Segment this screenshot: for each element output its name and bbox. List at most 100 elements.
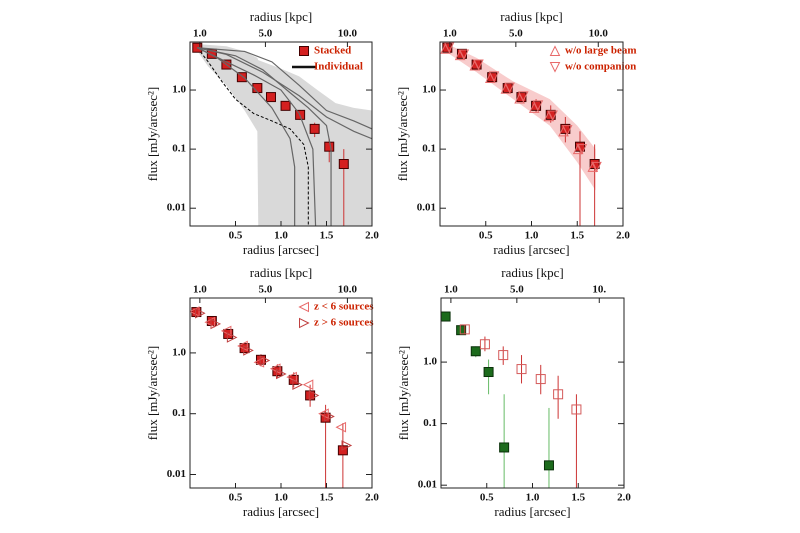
- y-tick-label: 0.1: [172, 407, 186, 419]
- x-tick-label: 1.0: [526, 492, 540, 504]
- x-tick-label: 1.0: [274, 492, 288, 504]
- x-tick-label: 1.0: [274, 230, 288, 242]
- individual-line: [197, 47, 332, 226]
- x2-tick-label: 5.0: [259, 28, 273, 40]
- marker: [488, 71, 500, 83]
- marker: [473, 59, 484, 71]
- x-axis-label: radius [arcsec]: [243, 242, 319, 257]
- marker: [535, 374, 546, 385]
- x-tick-label: 2.0: [617, 492, 631, 504]
- marker: [516, 364, 527, 375]
- x-axis-label: radius [arcsec]: [493, 242, 569, 257]
- marker: [456, 325, 467, 336]
- x2-axis-label: radius [kpc]: [250, 265, 312, 280]
- x2-tick-label: 1.0: [443, 28, 457, 40]
- x2-axis-label: radius [kpc]: [501, 265, 563, 280]
- marker: [226, 332, 238, 343]
- marker: [305, 390, 316, 401]
- marker: [341, 440, 353, 451]
- marker: [574, 141, 585, 152]
- marker: [324, 141, 335, 152]
- y-tick-label: 0.01: [167, 468, 186, 480]
- marker: [441, 311, 451, 322]
- marker: [337, 445, 348, 456]
- y-axis-label: flux [mJy/arcsec²]: [395, 87, 410, 182]
- y-tick-label: 0.1: [422, 143, 436, 155]
- marker: [292, 379, 303, 391]
- legend-label: z > 6 sources: [314, 317, 374, 329]
- marker: [499, 442, 510, 453]
- plot-area: [441, 311, 582, 488]
- marker: [338, 159, 349, 170]
- individual-line: [197, 47, 372, 140]
- x2-tick-label: 10.0: [338, 28, 358, 40]
- y-axis-label: flux [mJy/arcsec²]: [145, 87, 160, 182]
- x-axis-label: radius [arcsec]: [243, 504, 319, 519]
- frame: [440, 297, 625, 489]
- individual-line: [197, 47, 317, 226]
- y-axis-label: flux [mJy/arcsec²]: [396, 346, 411, 441]
- marker: [517, 91, 529, 103]
- x2-tick-label: 10.: [592, 284, 606, 296]
- y-tick-label: 1.0: [172, 84, 186, 96]
- marker: [324, 411, 335, 422]
- band: [197, 44, 372, 226]
- x-axis-label: radius [arcsec]: [494, 504, 570, 519]
- marker: [479, 339, 490, 350]
- y-tick-label: 0.01: [417, 202, 436, 214]
- x-tick-label: 0.5: [229, 492, 243, 504]
- x2-tick-label: 5.0: [509, 28, 523, 40]
- marker: [280, 100, 291, 111]
- marker: [204, 316, 216, 328]
- x-tick-label: 1.0: [525, 230, 539, 242]
- x-tick-label: 0.5: [480, 492, 494, 504]
- y-tick-label: 0.01: [418, 479, 437, 491]
- x-tick-label: 1.5: [320, 492, 334, 504]
- marker: [309, 123, 320, 134]
- marker: [532, 100, 544, 111]
- marker: [553, 389, 564, 400]
- x-tick-label: 2.0: [365, 492, 379, 504]
- marker: [587, 161, 599, 172]
- marker: [243, 345, 254, 356]
- x2-axis-label: radius [kpc]: [500, 9, 562, 24]
- x2-tick-label: 1.0: [193, 284, 207, 296]
- marker: [190, 306, 200, 317]
- marker: [265, 92, 276, 103]
- marker: [220, 325, 232, 337]
- y-tick-label: 1.0: [422, 84, 436, 96]
- legend-label: Individual: [314, 61, 363, 73]
- x-tick-label: 1.5: [571, 492, 585, 504]
- x2-tick-label: 5.0: [510, 284, 524, 296]
- marker: [236, 72, 247, 83]
- plot-area: [192, 42, 372, 226]
- marker: [302, 379, 314, 391]
- x-tick-label: 2.0: [365, 230, 379, 242]
- marker: [286, 371, 297, 383]
- marker: [483, 367, 494, 378]
- dashed-line: [196, 47, 309, 226]
- x2-tick-label: 10.0: [338, 284, 358, 296]
- marker: [259, 355, 271, 366]
- legend-label: z < 6 sources: [314, 301, 374, 313]
- x2-axis-label: radius [kpc]: [250, 9, 312, 24]
- marker: [547, 110, 558, 122]
- individual-line: [197, 47, 372, 130]
- legend-marker: [549, 62, 561, 73]
- x2-tick-label: 10.0: [589, 28, 609, 40]
- x2-tick-label: 5.0: [259, 284, 273, 296]
- x2-tick-label: 1.0: [444, 284, 458, 296]
- plot-area: [190, 306, 353, 488]
- marker: [195, 307, 206, 319]
- legend-label: w/o large beam: [565, 45, 636, 57]
- marker: [308, 390, 320, 401]
- marker: [470, 346, 481, 357]
- marker: [272, 366, 283, 377]
- y-axis-label: flux [mJy/arcsec²]: [145, 346, 160, 441]
- marker: [561, 125, 573, 136]
- marker: [571, 404, 582, 415]
- legend-label: w/o companion: [565, 61, 636, 73]
- legend-marker: [299, 46, 309, 56]
- marker: [591, 161, 602, 173]
